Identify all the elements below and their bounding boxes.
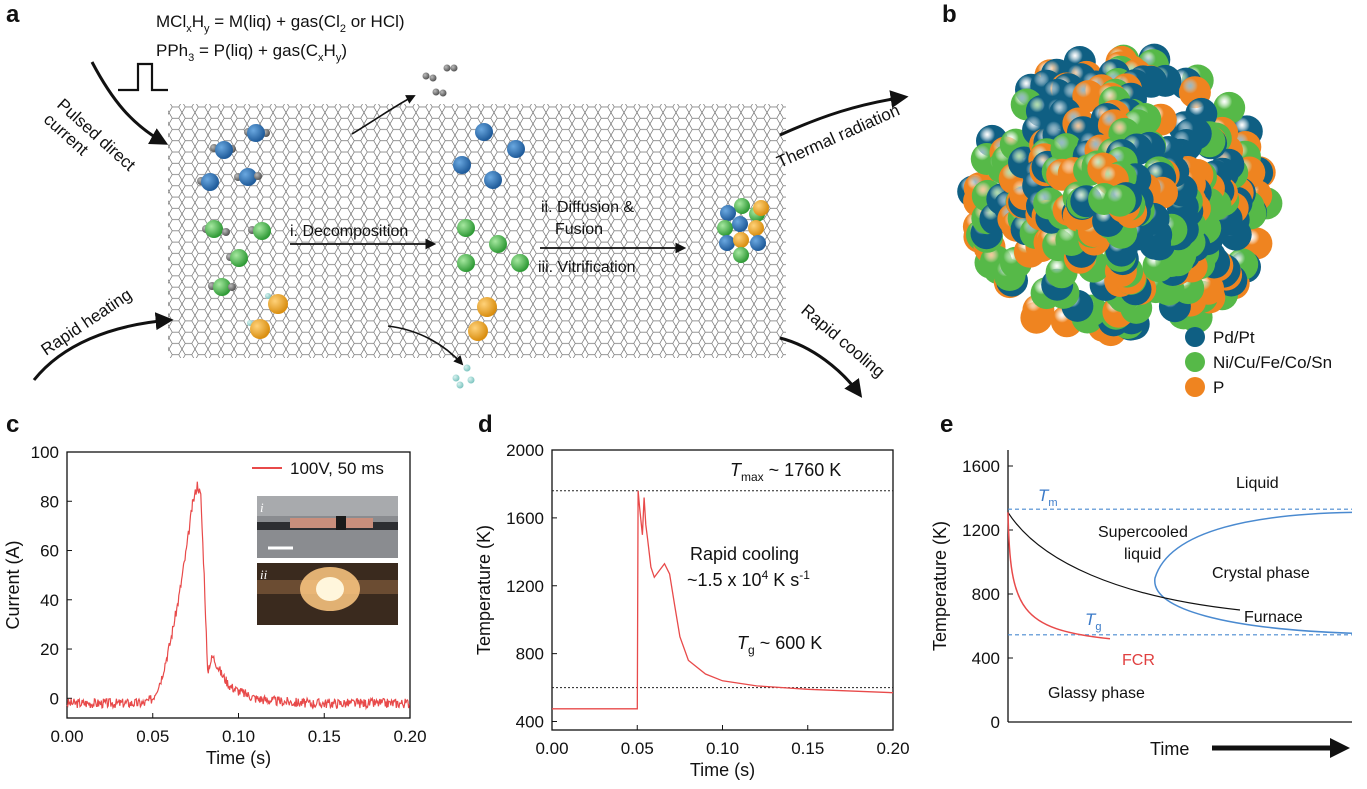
panel-d-label: d [478,411,493,438]
crystal-phase-label: Crystal phase [1212,565,1310,582]
legend-label: Ni/Cu/Fe/Co/Sn [1213,353,1332,372]
y-axis-title: Current (A) [3,540,23,629]
x-tick-label: 0.10 [222,727,255,746]
inset-ii-label: ii [260,567,268,582]
x-tick-label: 0.05 [136,727,169,746]
inset-photo-ii: ii [257,563,398,625]
rapid-heating-label: Rapid heating [38,285,136,359]
fcr-cooling-curve [1007,512,1111,640]
nanoparticle-sphere-model [957,43,1283,347]
panel-b-legend: Pd/Pt Ni/Cu/Fe/Co/Sn P [1185,327,1332,397]
panel-d: d 0.00 0.05 0.10 0.15 0.20 400 800 1200 1600 2000… [474,411,910,780]
pulsed-current-arrow [90,61,169,145]
time-arrow-head-icon [1330,738,1350,758]
ttt-diagram: 0 400 800 1200 1600 Temperature (K) Time Tm Tg Li… [930,450,1353,759]
y-axis-title: Temperature (K) [930,521,950,651]
y-tick-label: 1600 [506,509,544,528]
y-tick-label: 60 [40,542,59,561]
fcr-label: FCR [1122,652,1155,669]
legend-label: Pd/Pt [1213,328,1255,347]
legend-marker [1185,352,1205,372]
y-axis-title: Temperature (K) [474,525,494,655]
gas-release-arrow-top [351,95,416,135]
y-tick-label: 400 [516,713,544,732]
panel-a: a MClxHy = M(liq) + gas(Cl2 or HCl) PPh3… [6,1,909,398]
gas-release-arrow-bottom [387,325,464,366]
tg-label: Tg [1085,610,1102,633]
tmax-annotation: Tmax ~ 1760 K [730,460,841,484]
x-tick-label: 0.10 [706,739,739,758]
liquid-region-label: Liquid [1236,475,1279,492]
x-tick-label: 0.15 [791,739,824,758]
cooling-rate-annotation: ~1.5 x 104 K s-1 [687,568,810,590]
inset-photo-i: i [257,496,398,558]
y-tick-label: 0 [991,713,1000,732]
glassy-phase-label: Glassy phase [1048,685,1145,702]
decomposition-label: i. Decomposition [290,223,408,240]
legend-series-name: 100V, 50 ms [290,459,384,478]
panel-e-label: e [940,411,953,438]
y-tick-label: 100 [31,443,59,462]
x-tick-label: 0.00 [50,727,83,746]
temperature-series-line [552,490,894,710]
precursor-molecules [197,124,288,339]
fusion-label: Fusion [555,221,603,238]
y-tick-label: 2000 [506,441,544,460]
x-axis-title: Time (s) [690,760,755,780]
furnace-label: Furnace [1244,609,1303,626]
pulse-symbol-icon [118,62,168,92]
legend-marker [1185,377,1205,397]
thermal-radiation-arrow [779,90,909,137]
panel-a-label: a [6,1,20,28]
supercooled-liquid-label: liquid [1124,546,1161,563]
decomposed-atoms [453,123,529,341]
temperature-vs-time-chart: 0.00 0.05 0.10 0.15 0.20 400 800 1200 1600 2000 Ti… [474,441,910,780]
y-tick-label: 800 [516,645,544,664]
current-series-line [66,481,410,711]
tg-annotation: Tg ~ 600 K [737,633,822,657]
legend-label: P [1213,378,1224,397]
atom-sphere [1103,184,1136,217]
rapid-cooling-annotation: Rapid cooling [690,544,799,564]
current-vs-time-chart: 0.00 0.05 0.10 0.15 0.20 0 20 40 60 80 100 Time (s)… [3,443,427,768]
y-tick-label: 80 [40,492,59,511]
x-axis-title: Time (s) [206,748,271,768]
atom-sphere [1213,91,1246,124]
panel-e: e 0 400 800 1200 1600 Temperature (K) Time Tm Tg… [930,411,1353,759]
y-tick-label: 1200 [962,521,1000,540]
rapid-heating-arrow [32,312,174,381]
equation-phosphorus-precursor: PPh3 = P(liq) + gas(CxHy) [156,41,347,64]
x-tick-label: 0.00 [535,739,568,758]
released-gas-molecules [422,64,475,389]
rapid-cooling-arrow [779,336,863,398]
y-tick-label: 20 [40,640,59,659]
furnace-cooling-curve [1007,512,1241,611]
x-tick-label: 0.15 [308,727,341,746]
y-tick-label: 800 [972,585,1000,604]
rapid-cooling-label: Rapid cooling [797,301,888,382]
x-axis-title: Time [1150,739,1189,759]
fused-nanoparticle-cluster [717,198,769,263]
x-tick-label: 0.05 [621,739,654,758]
inset-i-label: i [260,500,264,515]
supercooled-label: Supercooled [1098,524,1188,541]
y-tick-label: 400 [972,649,1000,668]
x-tick-label: 0.20 [393,727,426,746]
x-tick-label: 0.20 [876,739,909,758]
y-tick-label: 0 [50,689,59,708]
panel-c: c 0.00 0.05 0.10 0.15 0.20 0 20 40 60 80 100 Time (… [3,411,427,768]
tm-label: Tm [1038,486,1058,509]
diffusion-label: ii. Diffusion & [541,199,634,216]
y-tick-label: 40 [40,591,59,610]
equation-metal-precursor: MClxHy = M(liq) + gas(Cl2 or HCl) [156,12,405,35]
y-tick-label: 1200 [506,577,544,596]
panel-c-label: c [6,411,19,438]
panel-b: b Pd/Pt Ni/Cu/Fe/Co/Sn P [942,1,1332,397]
legend-marker [1185,327,1205,347]
crystallization-curve [1154,511,1353,634]
panel-b-label: b [942,1,957,28]
y-tick-label: 1600 [962,457,1000,476]
vitrification-label: iii. Vitrification [538,259,636,276]
